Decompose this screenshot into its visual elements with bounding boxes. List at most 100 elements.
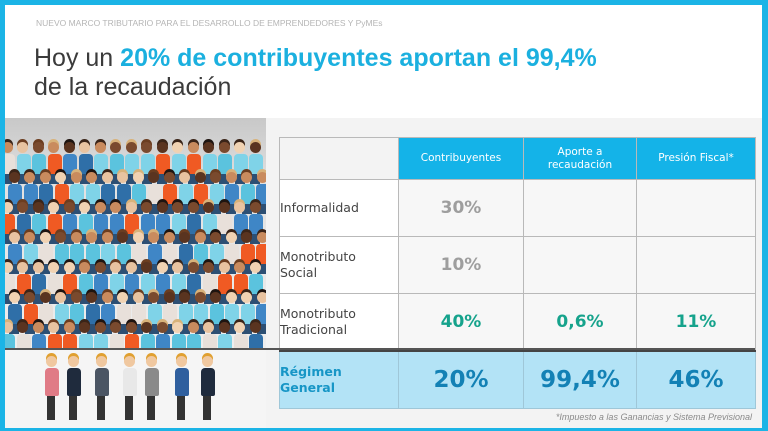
crowd-person-figure [209,292,224,334]
header-aporte: Aporte a recaudación [523,137,637,180]
crowd-person-figure [225,292,239,334]
crowd-person-figure [63,262,77,304]
cell-presion [636,179,756,237]
crowd-person-figure [178,292,193,334]
crowd-person-figure [194,232,208,274]
crowd-person-figure [8,292,22,334]
crowd-person-figure [132,292,146,334]
row-label-line: Régimen [280,364,342,379]
crowd-person-figure [202,202,217,244]
crowd-person-figure [54,232,69,274]
crowd-person-figure [85,232,100,274]
crowd-person-figure [101,172,115,214]
crowd-person-figure [78,142,93,184]
crowd-person-figure [249,142,263,184]
row-label-line: Social [280,265,318,280]
crowd-person-figure [187,262,201,304]
crowd-person-figure [16,202,31,244]
table-row-highlight: Régimen General 20% 99,4% 46% [279,350,756,409]
crowd-person-figure [94,142,108,184]
slide-kicker: NUEVO MARCO TRIBUTARIO PARA EL DESARROLL… [36,18,383,28]
crowd-person-figure [8,232,22,274]
crowd-person-figure [218,262,232,304]
crowd-person-figure [209,232,224,274]
crowd-person-figure [256,172,266,214]
crowd-person-figure [147,232,162,274]
title-part-1: Hoy un [34,44,121,72]
crowd-person-figure [249,262,263,304]
row-label: Monotributo Social [279,236,399,294]
crowd-person-figure [94,202,108,244]
crowd-person-figure [109,262,124,304]
crowd-person-figure [109,142,124,184]
crowd-person-figure [39,172,53,214]
crowd-person-figure [70,232,84,274]
crowd-person-figure [32,202,46,244]
crowd-person-figure [140,142,155,184]
crowd-person-figure [163,172,177,214]
crowd-person-figure [125,202,139,244]
business-person-figure [45,356,59,420]
crowd-person-figure [32,142,46,184]
crowd-person-figure [54,172,69,214]
crowd-person-figure [54,292,69,334]
crowd-person-figure [85,172,100,214]
crowd-person-figure [39,232,53,274]
crowd-person-figure [202,322,217,350]
crowd-person-figure [32,322,46,350]
crowd-person-figure [240,232,255,274]
crowd-person-figure [5,322,15,350]
crowd-person-figure [225,232,239,274]
crowd-person-figure [218,142,232,184]
crowd-person-figure [16,262,31,304]
cell-aporte: 0,6% [523,293,637,352]
crowd-person-figure [233,322,248,350]
cell-presion: 11% [636,293,756,352]
slide: NUEVO MARCO TRIBUTARIO PARA EL DESARROLL… [5,5,762,428]
crowd-person-figure [233,262,248,304]
crowd-person-figure [32,262,46,304]
crowd-person-figure [39,292,53,334]
crowd-person-figure [156,142,170,184]
crowd-person-figure [202,262,217,304]
business-person-figure [201,356,215,420]
crowd-person-figure [178,232,193,274]
row-label-line: Monotributo [280,249,356,264]
crowd-person-figure [140,202,155,244]
crowd-illustration [5,118,266,350]
crowd-person-figure [187,142,201,184]
crowd-person-figure [125,322,139,350]
crowd-person-figure [94,262,108,304]
business-person-figure [67,356,81,420]
crowd-person-figure [125,262,139,304]
crowd-person-figure [63,142,77,184]
crowd-person-figure [140,322,155,350]
crowd-person-figure [132,232,146,274]
tax-table: Contribuyentes Aporte a recaudación Presi… [279,137,756,409]
crowd-person-figure [78,202,93,244]
cell-presion [636,236,756,294]
crowd-person-figure [256,232,266,274]
crowd-person-figure [209,172,224,214]
crowd-person-figure [16,142,31,184]
crowd-person-figure [78,322,93,350]
cell-aporte [523,179,637,237]
crowd-person-figure [70,292,84,334]
crowd-person-figure [249,202,263,244]
crowd-person-figure [187,322,201,350]
business-person-figure [175,356,189,420]
crowd-person-figure [240,292,255,334]
crowd-person-figure [156,202,170,244]
row-label-line: Tradicional [280,322,348,337]
crowd-person-figure [163,232,177,274]
business-person-figure [145,356,159,420]
table-row: Informalidad 30% [279,179,756,237]
crowd-person-figure [256,292,266,334]
row-label-line: General [280,380,335,395]
crowd-person-figure [8,172,22,214]
crowd-person-figure [156,322,170,350]
crowd-person-figure [163,292,177,334]
crowd-person-figure [194,292,208,334]
crowd-person-figure [85,292,100,334]
crowd-person-figure [47,322,62,350]
